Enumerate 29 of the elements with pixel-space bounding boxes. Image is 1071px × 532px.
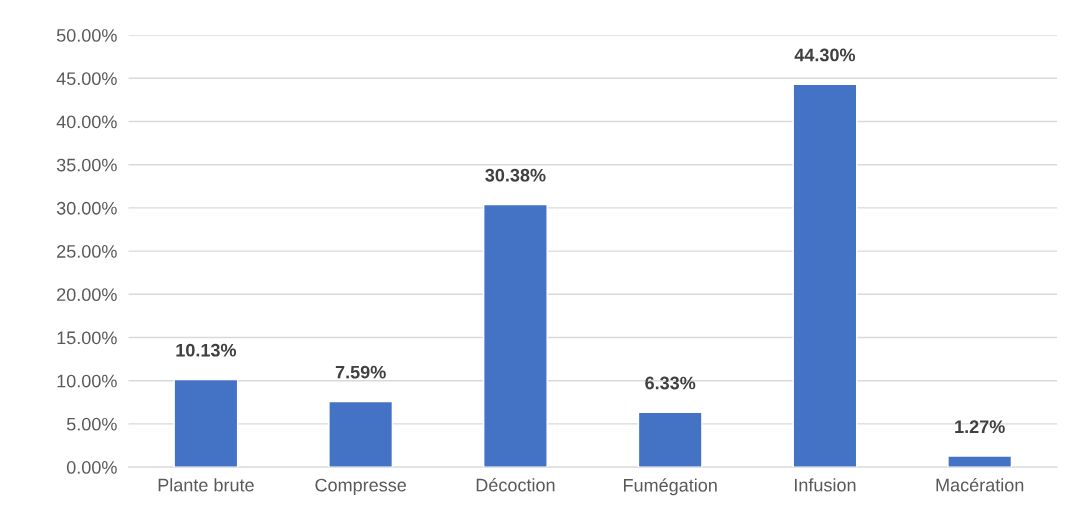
bar (328, 400, 394, 468)
y-tick-label: 5.00% (66, 417, 117, 431)
x-tick-label: Macération (936, 478, 1024, 492)
y-tick-label: 45.00% (56, 72, 117, 86)
y-tick-label: 40.00% (56, 115, 117, 129)
y-tick-label: 10.00% (57, 374, 117, 388)
data-label: 7.59% (335, 365, 386, 379)
data-label: 1.27% (955, 420, 1005, 434)
bar (792, 83, 858, 468)
y-tick-label: 15.00% (57, 331, 117, 345)
y-tick-label: 30.00% (56, 201, 117, 215)
data-label: 6.33% (645, 376, 696, 390)
y-tick-label: 20.00% (57, 288, 117, 302)
data-label: 30.38% (485, 168, 546, 182)
x-tick-label: Compresse (315, 478, 407, 496)
y-tick-label: 0.00% (66, 461, 117, 474)
data-label: 44.30% (794, 48, 856, 62)
x-tick-label: Infusion (794, 478, 856, 492)
y-tick-label: 50.00% (56, 29, 117, 42)
bar (637, 411, 703, 468)
bar (173, 378, 239, 468)
x-tick-label: Plante brute (158, 478, 254, 492)
data-label: 10.13% (176, 343, 237, 357)
y-tick-label: 35.00% (56, 158, 117, 172)
bar (482, 203, 548, 468)
x-tick-label: Fumégation (623, 478, 717, 496)
x-tick-label: Décoction (476, 478, 555, 492)
y-tick-label: 25.00% (57, 245, 117, 258)
bar (947, 455, 1013, 468)
